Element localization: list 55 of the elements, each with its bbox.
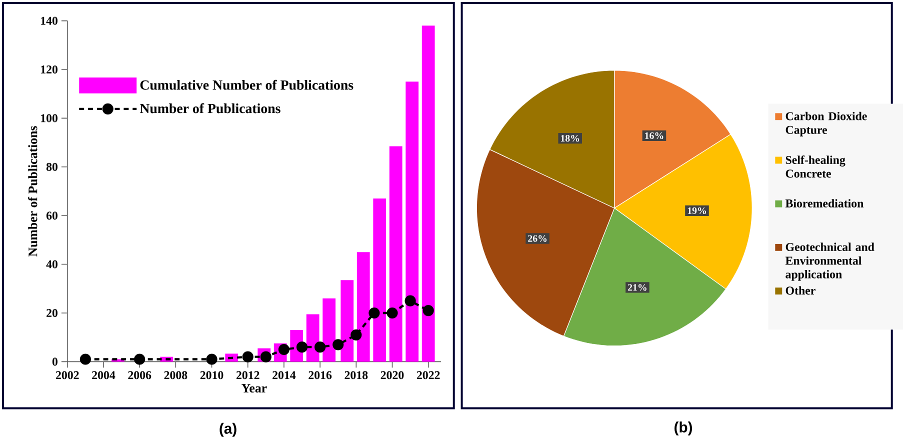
x-tick-label: 2002 <box>56 371 79 380</box>
bar <box>373 198 386 362</box>
bar <box>306 314 320 362</box>
point <box>314 341 326 353</box>
data-label: 21% <box>628 284 646 291</box>
x-tick-label: 2012 <box>236 371 260 380</box>
legend-label: Cumulative Number of Publications <box>140 80 354 90</box>
x-tick-label: 2010 <box>200 371 224 380</box>
point <box>206 354 218 365</box>
y-tick-label: 20 <box>46 308 58 317</box>
legend-label: Number of Publications <box>140 103 280 114</box>
data-label: 26% <box>528 235 547 242</box>
data-label: 16% <box>645 132 664 139</box>
legend-label: Carbon Dioxide Capture <box>786 112 867 136</box>
point <box>134 354 146 365</box>
point <box>350 329 362 340</box>
bar <box>340 280 354 362</box>
x-tick-label: 2022 <box>416 371 440 380</box>
bar <box>422 26 435 362</box>
legend-label: Other <box>786 286 816 295</box>
y-tick-label: 120 <box>41 65 58 74</box>
y-tick-label: 100 <box>41 114 58 122</box>
y-tick-label: 80 <box>46 162 58 171</box>
text: (b) <box>674 422 692 436</box>
y-axis-title: Number of Publications <box>28 126 38 256</box>
x-tick-label: 2004 <box>92 371 116 380</box>
legend-label: Self-healing Concrete <box>786 155 846 178</box>
x-axis-title: Year <box>242 384 267 392</box>
x-tick-label: 2020 <box>380 371 404 380</box>
point <box>422 304 434 316</box>
bar <box>322 298 336 362</box>
point <box>368 307 380 318</box>
point <box>242 351 254 362</box>
y-tick-label: 40 <box>46 260 58 268</box>
x-tick-label: 2018 <box>344 371 368 380</box>
bar <box>389 146 402 362</box>
legend-label: Geotechnical and Environmental application <box>785 242 874 281</box>
point <box>404 295 416 306</box>
x-tick-label: 2006 <box>128 371 152 380</box>
point <box>80 354 91 365</box>
point <box>260 351 272 362</box>
y-tick-label: 0 <box>52 358 58 366</box>
x-tick-label: 2014 <box>272 371 296 380</box>
bar <box>356 252 370 362</box>
point <box>332 339 344 350</box>
bar <box>406 82 419 362</box>
text: (a) <box>220 422 236 437</box>
y-tick-label: 60 <box>46 212 58 220</box>
x-tick-label: 2008 <box>164 371 188 380</box>
data-label: 18% <box>560 134 580 142</box>
y-tick-label: 140 <box>41 16 58 25</box>
legend-label: Bioremediation <box>785 199 864 208</box>
point <box>386 307 398 318</box>
data-label: 19% <box>688 207 706 214</box>
x-tick-label: 2016 <box>308 371 332 380</box>
